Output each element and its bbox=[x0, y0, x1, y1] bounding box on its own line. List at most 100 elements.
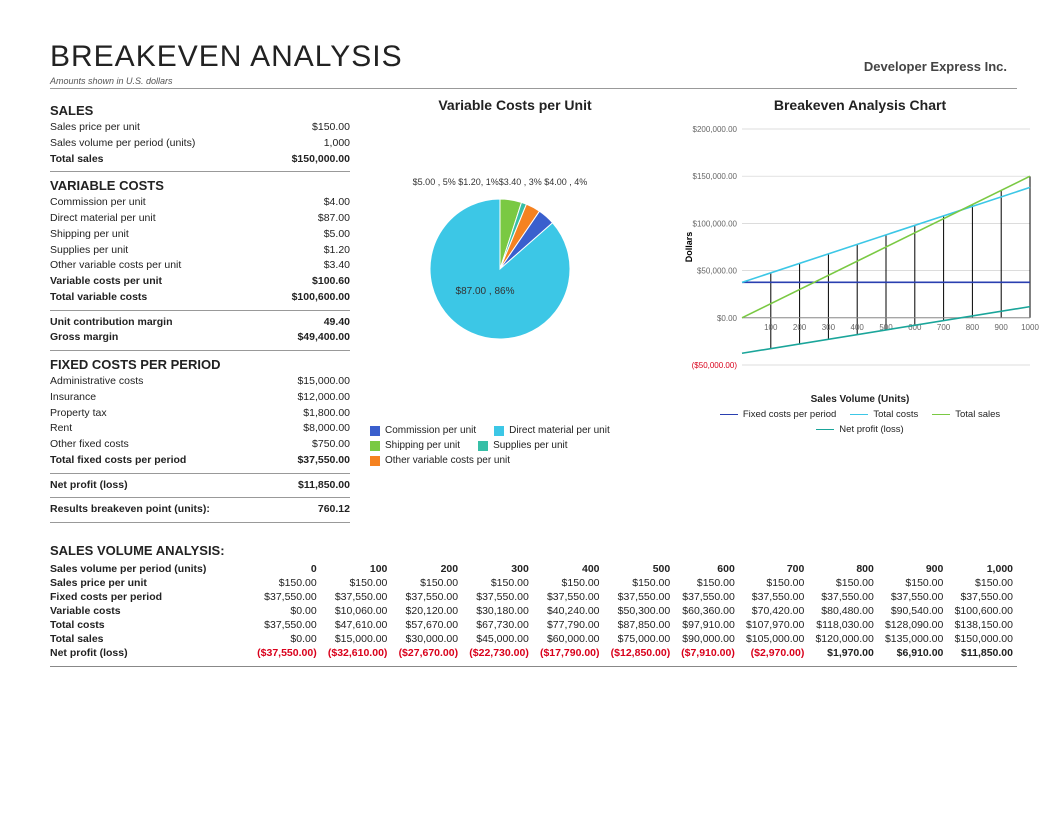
cell-value: $150.00 bbox=[391, 576, 462, 590]
fixedcost-total-value: $37,550.00 bbox=[297, 453, 350, 469]
line-legend: Fixed costs per periodTotal costsTotal s… bbox=[680, 409, 1040, 435]
varcost-perunit-value: $100.60 bbox=[312, 274, 350, 290]
total-sales-value: $150,000.00 bbox=[292, 152, 350, 168]
cell-value: $20,120.00 bbox=[391, 604, 462, 618]
row-value: $4.00 bbox=[324, 195, 350, 211]
line-chart-panel: Breakeven Analysis Chart ($50,000.00)$0.… bbox=[680, 97, 1040, 527]
cell-value: ($22,730.00) bbox=[462, 646, 533, 660]
breakeven-label: Results breakeven point (units): bbox=[50, 502, 210, 518]
varcost-section-title: VARIABLE COSTS bbox=[50, 178, 350, 193]
x-tick-label: 1000 bbox=[1021, 323, 1039, 332]
y-tick-label: $0.00 bbox=[717, 314, 738, 323]
pie-chart-panel: Variable Costs per Unit $5.00 , 5% $1.20… bbox=[370, 97, 660, 527]
legend-label: Fixed costs per period bbox=[743, 409, 836, 420]
varcost-perunit-label: Variable costs per unit bbox=[50, 274, 162, 290]
cell-value: $37,550.00 bbox=[878, 590, 948, 604]
cell-value: $90,540.00 bbox=[878, 604, 948, 618]
pie-legend: Commission per unit Direct material per u… bbox=[370, 425, 660, 466]
legend-swatch bbox=[478, 441, 488, 451]
cell-value: $150.00 bbox=[674, 576, 739, 590]
cell-value: $40,240.00 bbox=[533, 604, 604, 618]
legend-label: Supplies per unit bbox=[493, 440, 568, 451]
line-legend-item: Fixed costs per period bbox=[720, 409, 836, 420]
cell-value: $150.00 bbox=[878, 576, 948, 590]
cell-value: $118,030.00 bbox=[808, 618, 878, 632]
line-legend-item: Total costs bbox=[850, 409, 918, 420]
table-row: Total costs$37,550.00$47,610.00$57,670.0… bbox=[50, 618, 1017, 632]
row-label: Fixed costs per period bbox=[50, 590, 250, 604]
row-label: Sales volume per period (units) bbox=[50, 562, 250, 576]
x-tick-label: 400 bbox=[851, 323, 865, 332]
row-label: Supplies per unit bbox=[50, 243, 128, 259]
cell-value: 700 bbox=[739, 562, 809, 576]
cell-value: $0.00 bbox=[250, 604, 321, 618]
line-chart-title: Breakeven Analysis Chart bbox=[680, 97, 1040, 113]
cell-value: $150.00 bbox=[947, 576, 1017, 590]
y-tick-label: $100,000.00 bbox=[693, 219, 738, 228]
cell-value: ($32,610.00) bbox=[321, 646, 392, 660]
cell-value: ($7,910.00) bbox=[674, 646, 739, 660]
cell-value: 400 bbox=[533, 562, 604, 576]
legend-label: Direct material per unit bbox=[509, 425, 610, 436]
legend-swatch bbox=[932, 414, 950, 415]
legend-label: Net profit (loss) bbox=[839, 424, 903, 435]
cell-value: $120,000.00 bbox=[808, 632, 878, 646]
cell-value: ($12,850.00) bbox=[604, 646, 675, 660]
cell-value: $30,180.00 bbox=[462, 604, 533, 618]
cell-value: $135,000.00 bbox=[878, 632, 948, 646]
cell-value: $77,790.00 bbox=[533, 618, 604, 632]
row-label: Administrative costs bbox=[50, 374, 143, 390]
cell-value: $90,000.00 bbox=[674, 632, 739, 646]
cell-value: 100 bbox=[321, 562, 392, 576]
row-label: Commission per unit bbox=[50, 195, 146, 211]
table-row: Variable costs$0.00$10,060.00$20,120.00$… bbox=[50, 604, 1017, 618]
cell-value: $150.00 bbox=[604, 576, 675, 590]
cell-value: $128,090.00 bbox=[878, 618, 948, 632]
cell-value: 600 bbox=[674, 562, 739, 576]
x-tick-label: 800 bbox=[966, 323, 980, 332]
cell-value: $150.00 bbox=[250, 576, 321, 590]
cell-value: $105,000.00 bbox=[739, 632, 809, 646]
legend-swatch bbox=[850, 414, 868, 415]
row-value: $1.20 bbox=[324, 243, 350, 259]
x-tick-label: 200 bbox=[793, 323, 807, 332]
x-tick-label: 300 bbox=[822, 323, 836, 332]
pie-legend-item: Direct material per unit bbox=[494, 425, 610, 436]
page-title: BREAKEVEN ANALYSIS bbox=[50, 40, 403, 74]
unit-contrib-value: 49.40 bbox=[324, 315, 350, 331]
table-row: Total sales$0.00$15,000.00$30,000.00$45,… bbox=[50, 632, 1017, 646]
cell-value: $97,910.00 bbox=[674, 618, 739, 632]
row-label: Total costs bbox=[50, 618, 250, 632]
cell-value: $100,600.00 bbox=[947, 604, 1017, 618]
legend-label: Commission per unit bbox=[385, 425, 476, 436]
row-label: Property tax bbox=[50, 406, 107, 422]
breakeven-value: 760.12 bbox=[318, 502, 350, 518]
legend-swatch bbox=[720, 414, 738, 415]
legend-swatch bbox=[370, 441, 380, 451]
y-tick-label: $50,000.00 bbox=[697, 267, 738, 276]
row-value: $3.40 bbox=[324, 258, 350, 274]
cell-value: $150.00 bbox=[462, 576, 533, 590]
cell-value: $37,550.00 bbox=[250, 590, 321, 604]
row-value: $8,000.00 bbox=[303, 421, 350, 437]
cell-value: $11,850.00 bbox=[947, 646, 1017, 660]
cell-value: $150,000.00 bbox=[947, 632, 1017, 646]
cell-value: ($37,550.00) bbox=[250, 646, 321, 660]
cell-value: $37,550.00 bbox=[533, 590, 604, 604]
legend-swatch bbox=[370, 456, 380, 466]
pie-chart: $5.00 , 5% $1.20, 1%$3.40 , 3% $4.00 , 4… bbox=[370, 119, 650, 379]
row-label: Other variable costs per unit bbox=[50, 258, 181, 274]
cell-value: $37,550.00 bbox=[674, 590, 739, 604]
legend-swatch bbox=[494, 426, 504, 436]
unit-contrib-label: Unit contribution margin bbox=[50, 315, 173, 331]
cell-value: 500 bbox=[604, 562, 675, 576]
pie-annotation-main: $87.00 , 86% bbox=[456, 286, 515, 297]
cell-value: $37,550.00 bbox=[604, 590, 675, 604]
row-label: Sales price per unit bbox=[50, 120, 140, 136]
cell-value: $10,060.00 bbox=[321, 604, 392, 618]
cell-value: 800 bbox=[808, 562, 878, 576]
row-label: Sales price per unit bbox=[50, 576, 250, 590]
breakeven-chart: ($50,000.00)$0.00$50,000.00$100,000.00$1… bbox=[680, 119, 1040, 389]
cell-value: $37,550.00 bbox=[321, 590, 392, 604]
cell-value: $150.00 bbox=[533, 576, 604, 590]
